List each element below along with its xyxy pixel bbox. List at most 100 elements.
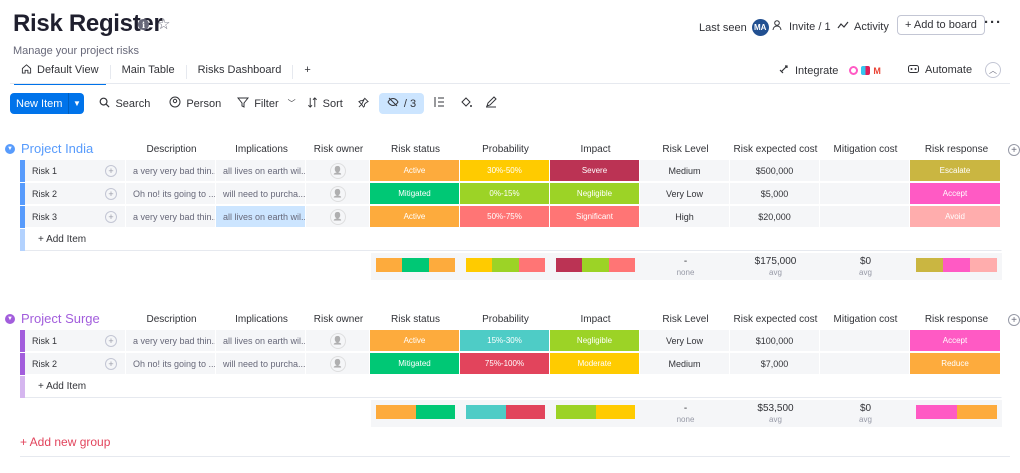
column-header[interactable]: Probability xyxy=(482,314,529,325)
chevron-down-icon[interactable]: ▼ xyxy=(5,143,15,154)
risk-level-cell[interactable]: Medium xyxy=(640,353,730,375)
table-row[interactable]: Risk 1 + a very very bad thin... all lives … xyxy=(20,160,1001,182)
add-view-button[interactable]: + xyxy=(293,57,321,85)
expected-cost-cell[interactable]: $20,000 xyxy=(730,206,820,228)
mitigation-cost-cell[interactable] xyxy=(820,353,910,375)
column-header[interactable]: Mitigation cost xyxy=(833,144,898,155)
add-update-icon[interactable]: + xyxy=(105,334,117,347)
description-cell[interactable]: Oh no! its going to ... xyxy=(126,183,216,205)
summary-distribution-bar[interactable] xyxy=(466,258,545,272)
add-item-button[interactable]: + Add Item xyxy=(38,234,87,245)
edit-button[interactable] xyxy=(485,96,497,111)
add-update-icon[interactable]: + xyxy=(105,357,117,370)
last-seen[interactable]: Last seen MA xyxy=(699,19,769,36)
invite-button[interactable]: Invite / 1 xyxy=(772,19,831,34)
item-name-cell[interactable]: Risk 2 + xyxy=(25,183,126,205)
probability-cell[interactable]: 75%-100% xyxy=(460,353,550,375)
item-name-cell[interactable]: Risk 1 + xyxy=(25,160,126,182)
pin-button[interactable] xyxy=(357,97,369,111)
column-header[interactable]: Implications xyxy=(235,144,288,155)
item-name[interactable]: Risk 2 xyxy=(32,188,58,199)
column-header[interactable]: Risk Level xyxy=(662,144,709,155)
mitigation-cost-cell[interactable] xyxy=(820,330,910,352)
mitigation-cost-cell[interactable] xyxy=(820,183,910,205)
risk-response-cell[interactable]: Escalate xyxy=(910,160,1001,182)
search-button[interactable]: Search xyxy=(99,97,150,111)
item-name[interactable]: Risk 1 xyxy=(32,335,58,346)
tab-main-table[interactable]: Main Table xyxy=(111,57,186,85)
probability-cell[interactable]: 0%-15% xyxy=(460,183,550,205)
implications-cell[interactable]: all lives on earth wil... xyxy=(216,160,306,182)
column-header[interactable]: Risk response xyxy=(924,144,989,155)
mitigation-cost-cell[interactable] xyxy=(820,160,910,182)
star-icon[interactable]: ☆ xyxy=(157,16,171,33)
risk-level-cell[interactable]: Very Low xyxy=(640,183,730,205)
activity-button[interactable]: Activity xyxy=(837,19,889,34)
info-icon[interactable]: i xyxy=(138,19,149,30)
implications-cell[interactable]: all lives on earth wil... xyxy=(216,206,306,228)
add-column-icon[interactable]: + xyxy=(1008,314,1020,326)
description-cell[interactable]: a very very bad thin... xyxy=(126,330,216,352)
automate-button[interactable]: Automate xyxy=(907,63,972,77)
item-name-cell[interactable]: Risk 2 + xyxy=(25,353,126,375)
description-cell[interactable]: a very very bad thin... xyxy=(126,160,216,182)
chevron-down-icon[interactable]: ▼ xyxy=(68,93,84,114)
chevron-down-icon[interactable]: ▼ xyxy=(5,313,15,324)
column-header[interactable]: Implications xyxy=(235,314,288,325)
column-header[interactable]: Risk response xyxy=(924,314,989,325)
risk-owner-cell[interactable]: 👤 xyxy=(306,206,370,228)
risk-status-cell[interactable]: Active xyxy=(370,160,460,182)
summary-distribution-bar[interactable] xyxy=(466,405,545,419)
filter-button[interactable]: Filter ﹀ xyxy=(237,97,296,111)
add-item-row[interactable]: + Add Item xyxy=(20,229,1002,251)
column-header[interactable]: Risk expected cost xyxy=(733,144,818,155)
column-header[interactable]: Description xyxy=(146,314,197,325)
row-height-button[interactable] xyxy=(433,96,445,111)
group-name[interactable]: Project Surge xyxy=(21,311,100,326)
item-name[interactable]: Risk 3 xyxy=(32,211,58,222)
description-cell[interactable]: a very very bad thin... xyxy=(126,206,216,228)
person-icon[interactable]: 👤 xyxy=(329,355,346,372)
impact-cell[interactable]: Negligible xyxy=(550,183,640,205)
summary-distribution-bar[interactable] xyxy=(556,258,635,272)
item-name[interactable]: Risk 2 xyxy=(32,358,58,369)
risk-owner-cell[interactable]: 👤 xyxy=(306,353,370,375)
impact-cell[interactable]: Moderate xyxy=(550,353,640,375)
add-item-cell[interactable]: + Add Item xyxy=(25,376,1002,398)
risk-owner-cell[interactable]: 👤 xyxy=(306,183,370,205)
expected-cost-cell[interactable]: $5,000 xyxy=(730,183,820,205)
table-row[interactable]: Risk 2 + Oh no! its going to ... will need … xyxy=(20,183,1001,205)
risk-owner-cell[interactable]: 👤 xyxy=(306,160,370,182)
item-name-cell[interactable]: Risk 1 + xyxy=(25,330,126,352)
group-name[interactable]: Project India xyxy=(21,141,94,156)
implications-cell[interactable]: all lives on earth wil... xyxy=(216,330,306,352)
risk-level-cell[interactable]: High xyxy=(640,206,730,228)
summary-distribution-bar[interactable] xyxy=(916,258,997,272)
impact-cell[interactable]: Severe xyxy=(550,160,640,182)
person-icon[interactable]: 👤 xyxy=(329,208,346,225)
add-update-icon[interactable]: + xyxy=(105,164,117,177)
summary-distribution-bar[interactable] xyxy=(916,405,997,419)
column-header[interactable]: Mitigation cost xyxy=(833,314,898,325)
column-header[interactable]: Impact xyxy=(580,144,611,155)
summary-distribution-bar[interactable] xyxy=(556,405,635,419)
person-icon[interactable]: 👤 xyxy=(329,162,346,179)
summary-distribution-bar[interactable] xyxy=(376,258,455,272)
risk-response-cell[interactable]: Accept xyxy=(910,330,1001,352)
table-row[interactable]: Risk 1 + a very very bad thin... all lives … xyxy=(20,330,1001,352)
new-item-label[interactable]: New Item xyxy=(16,97,63,110)
risk-response-cell[interactable]: Reduce xyxy=(910,353,1001,375)
implications-cell[interactable]: will need to purcha... xyxy=(216,353,306,375)
item-name-cell[interactable]: Risk 3 + xyxy=(25,206,126,228)
tab-risks-dashboard[interactable]: Risks Dashboard xyxy=(187,57,293,85)
more-icon[interactable]: ··· xyxy=(984,14,1002,31)
add-update-icon[interactable]: + xyxy=(105,210,117,223)
risk-response-cell[interactable]: Avoid xyxy=(910,206,1001,228)
add-item-cell[interactable]: + Add Item xyxy=(25,229,1002,251)
risk-response-cell[interactable]: Accept xyxy=(910,183,1001,205)
group-title-0[interactable]: ▼ Project India xyxy=(5,141,93,156)
column-header[interactable]: Probability xyxy=(482,144,529,155)
sort-button[interactable]: Sort xyxy=(307,96,343,111)
person-icon[interactable]: 👤 xyxy=(329,332,346,349)
expected-cost-cell[interactable]: $7,000 xyxy=(730,353,820,375)
